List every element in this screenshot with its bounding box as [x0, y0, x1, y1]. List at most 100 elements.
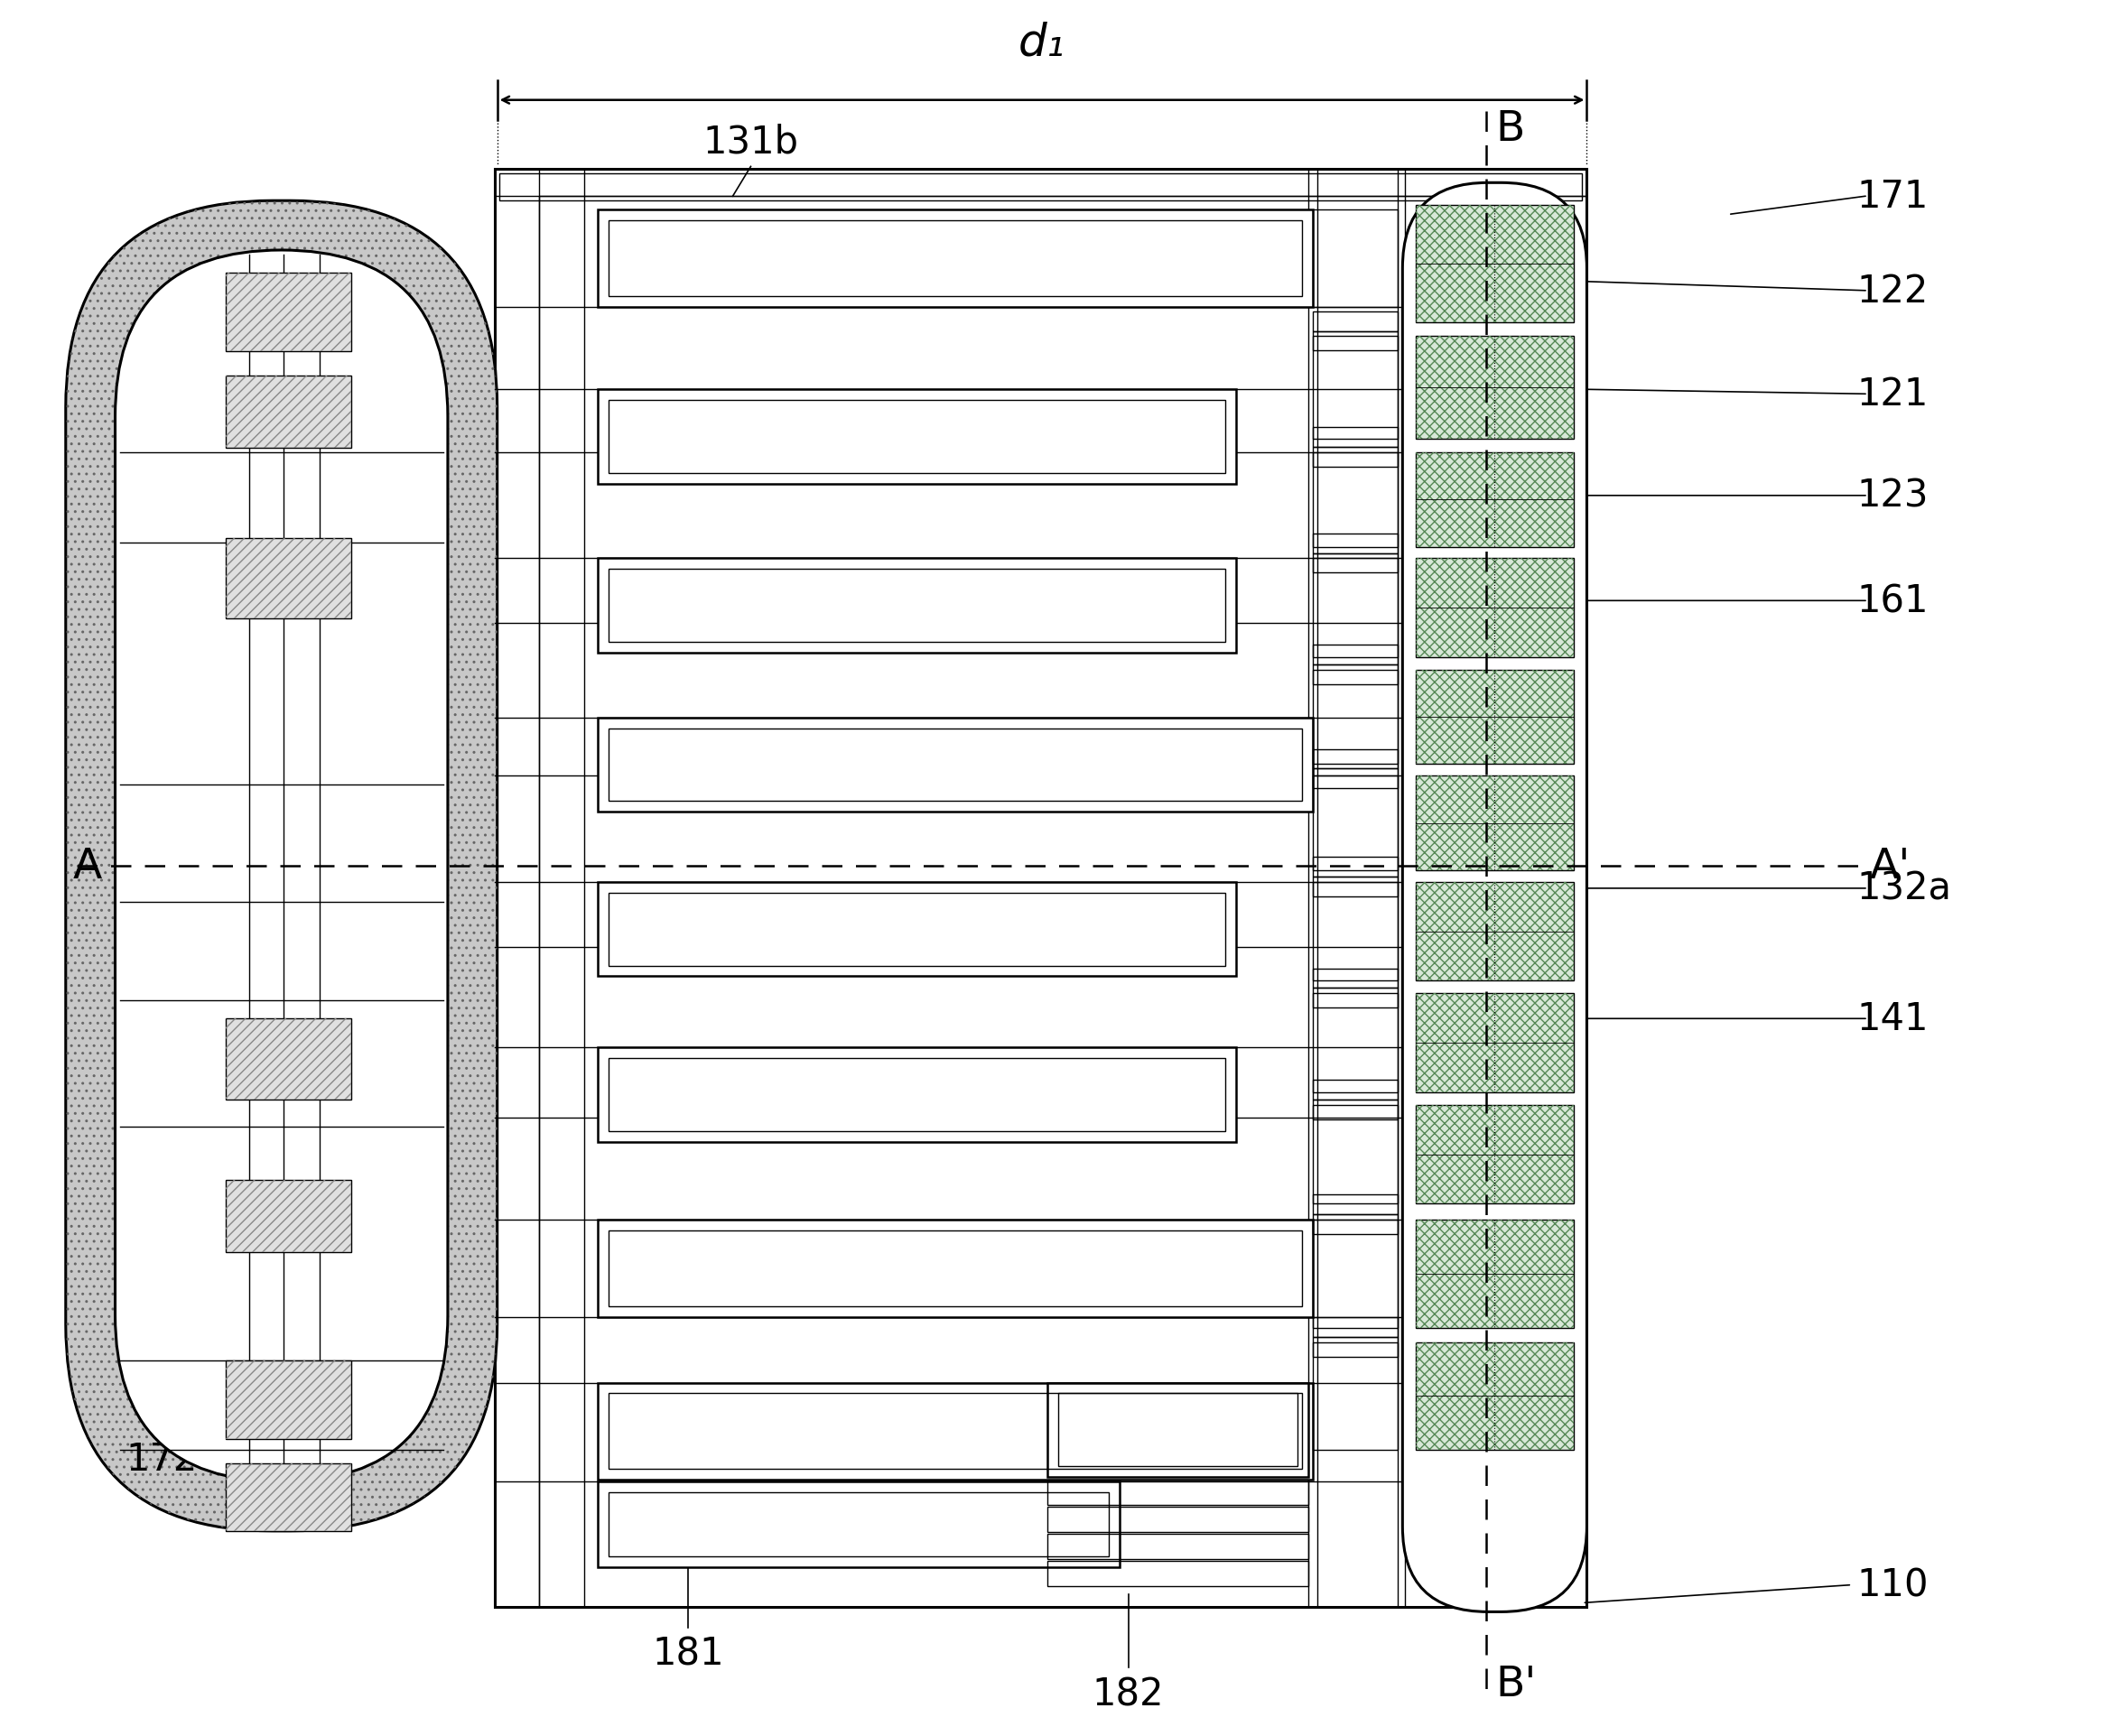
- Bar: [1416, 559, 1573, 658]
- Text: A: A: [72, 845, 101, 887]
- Text: 132b: 132b: [116, 564, 211, 602]
- Bar: [1416, 882, 1573, 981]
- Bar: [1313, 882, 1397, 981]
- Bar: [1047, 1479, 1309, 1505]
- Bar: [597, 1481, 1119, 1568]
- Bar: [226, 377, 353, 448]
- Text: 121: 121: [1856, 375, 1927, 413]
- Bar: [1313, 858, 1397, 877]
- Bar: [1416, 670, 1573, 764]
- Bar: [226, 538, 353, 620]
- Bar: [1313, 210, 1397, 307]
- Text: 110: 110: [1856, 1566, 1927, 1604]
- Bar: [1058, 1394, 1298, 1467]
- Bar: [226, 273, 353, 352]
- Bar: [608, 1493, 1108, 1555]
- Bar: [1416, 776, 1573, 871]
- Bar: [1313, 1220, 1397, 1328]
- Bar: [1313, 646, 1397, 665]
- Bar: [1313, 665, 1397, 684]
- Bar: [226, 1019, 353, 1101]
- Text: 123: 123: [1856, 477, 1927, 516]
- Bar: [1313, 1194, 1397, 1215]
- Bar: [1313, 312, 1397, 332]
- Bar: [1047, 1533, 1309, 1559]
- Bar: [1313, 988, 1397, 1009]
- Bar: [1313, 1318, 1397, 1337]
- Text: 141: 141: [1856, 1000, 1927, 1038]
- Text: B': B': [1495, 1663, 1537, 1705]
- Text: A': A': [1870, 845, 1910, 887]
- Bar: [1313, 670, 1397, 764]
- Bar: [597, 882, 1237, 977]
- Text: 122: 122: [1856, 273, 1927, 311]
- Bar: [1313, 1337, 1397, 1358]
- Bar: [1313, 969, 1397, 988]
- Bar: [1416, 1220, 1573, 1328]
- Bar: [226, 538, 353, 620]
- Bar: [226, 1019, 353, 1101]
- Bar: [597, 1047, 1237, 1142]
- Bar: [540, 196, 1587, 1608]
- Bar: [1416, 207, 1573, 323]
- Bar: [1416, 453, 1573, 547]
- Bar: [608, 401, 1224, 474]
- Bar: [1416, 337, 1573, 439]
- Text: 161: 161: [1856, 582, 1927, 620]
- Bar: [1313, 750, 1397, 769]
- Text: 171: 171: [1856, 179, 1927, 215]
- Bar: [226, 1463, 353, 1531]
- Text: 142: 142: [127, 995, 198, 1033]
- Bar: [1416, 776, 1573, 871]
- Bar: [1313, 1106, 1397, 1205]
- Bar: [1313, 427, 1397, 448]
- Text: 181: 181: [652, 1634, 724, 1672]
- Bar: [226, 1180, 353, 1252]
- Bar: [1416, 1106, 1573, 1205]
- Bar: [1313, 1080, 1397, 1101]
- Bar: [226, 1180, 353, 1252]
- Bar: [608, 1231, 1302, 1307]
- Text: 172: 172: [127, 1441, 198, 1477]
- Text: 182: 182: [1091, 1675, 1163, 1713]
- Text: 162: 162: [127, 425, 198, 464]
- Bar: [1416, 1342, 1573, 1450]
- Text: B: B: [1495, 109, 1524, 149]
- Bar: [226, 273, 353, 352]
- Bar: [1313, 337, 1397, 439]
- Bar: [597, 391, 1237, 484]
- FancyBboxPatch shape: [1402, 184, 1587, 1611]
- Bar: [608, 1394, 1302, 1469]
- Bar: [597, 1384, 1313, 1479]
- Bar: [1313, 1101, 1397, 1120]
- Bar: [226, 377, 353, 448]
- Bar: [608, 892, 1224, 965]
- Bar: [597, 210, 1313, 307]
- Text: 132a: 132a: [1856, 870, 1951, 908]
- Bar: [1416, 993, 1573, 1092]
- Bar: [608, 729, 1302, 802]
- Bar: [1313, 559, 1397, 658]
- Bar: [1047, 1507, 1309, 1531]
- Bar: [608, 220, 1302, 297]
- Bar: [597, 719, 1313, 812]
- Bar: [226, 1361, 353, 1439]
- Bar: [1313, 533, 1397, 554]
- Bar: [1313, 1215, 1397, 1234]
- Bar: [608, 569, 1224, 642]
- Bar: [1416, 1342, 1573, 1450]
- Bar: [597, 1220, 1313, 1318]
- Bar: [1416, 882, 1573, 981]
- Bar: [1047, 1384, 1309, 1477]
- Bar: [1313, 448, 1397, 467]
- Bar: [1416, 559, 1573, 658]
- Bar: [1416, 670, 1573, 764]
- Bar: [1416, 207, 1573, 323]
- FancyBboxPatch shape: [65, 201, 498, 1531]
- FancyBboxPatch shape: [116, 250, 448, 1481]
- Text: d₁: d₁: [1020, 21, 1066, 64]
- Bar: [1313, 332, 1397, 351]
- Bar: [1416, 993, 1573, 1092]
- Bar: [608, 1059, 1224, 1132]
- Bar: [226, 1361, 353, 1439]
